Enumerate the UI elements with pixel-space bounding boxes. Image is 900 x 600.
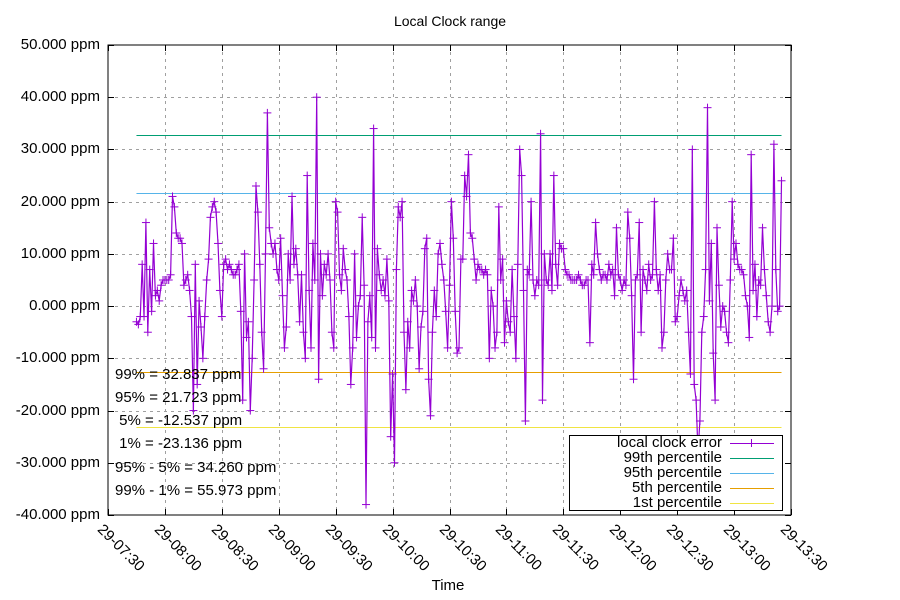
axis-ticks [108,45,792,516]
legend-label-5th: 5th percentile [631,479,722,496]
legend-label-99th: 99th percentile [623,449,722,466]
stat-range-95-5: 95% - 5% = 34.260 ppm [115,459,277,476]
y-tick-label: 50.000 ppm [20,35,100,53]
clock-error-series [132,93,786,509]
stat-95: 95% = 21.723 ppm [115,389,242,406]
percentile-lines [136,135,782,428]
y-tick-label: 0.000 ppm [29,296,100,314]
legend-swatch-clock-error [730,443,774,444]
y-tick-label: 30.000 ppm [20,139,100,157]
y-tick-label: 20.000 ppm [20,192,100,210]
legend: local clock error 99th percentile 95th p… [569,435,783,511]
y-tick-label: 10.000 ppm [20,244,100,262]
y-tick-label: -10.000 ppm [15,348,100,366]
stat-5: 5% = -12.537 ppm [115,412,243,429]
legend-swatch-95th [730,473,774,474]
legend-label-clock-error: local clock error [616,434,722,451]
chart-title: Local Clock range [393,13,507,29]
y-tick-label: 40.000 ppm [20,87,100,105]
legend-point-marker-icon [751,439,752,447]
y-tick-label: -40.000 ppm [15,505,100,523]
legend-swatch-5th [730,488,774,489]
x-axis-title: Time [431,577,465,594]
plot-frame [107,44,792,516]
legend-label-95th: 95th percentile [623,464,722,481]
stat-range-99-1: 99% - 1% = 55.973 ppm [115,482,277,499]
legend-swatch-99th [730,458,774,459]
legend-label-1st: 1st percentile [632,494,722,511]
y-tick-label: -20.000 ppm [15,401,100,419]
stat-99: 99% = 32.837 ppm [115,366,242,383]
legend-swatch-1st [730,503,774,504]
y-tick-label: -30.000 ppm [15,453,100,471]
stat-1: 1% = -23.136 ppm [115,435,243,452]
